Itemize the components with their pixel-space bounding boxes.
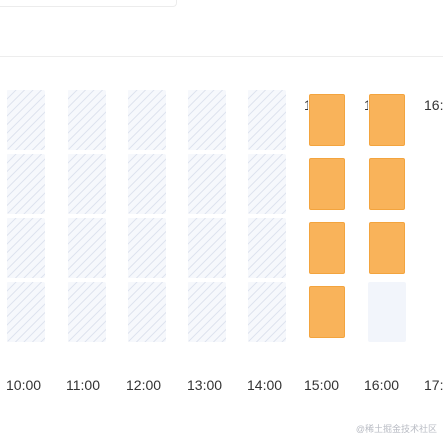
booked-slot[interactable]	[368, 90, 406, 150]
time-bottom-label: 15:00	[304, 377, 340, 393]
unavailable-slot[interactable]	[128, 218, 166, 278]
time-bottom-label: 10:00	[6, 377, 42, 393]
time-scale-bottom: 10:00 11:00 12:00 13:00 14:00 15:00 16:00 17:	[0, 376, 443, 394]
booking-bar[interactable]	[309, 94, 345, 146]
booked-slot[interactable]	[308, 154, 346, 214]
booking-bar[interactable]	[369, 158, 405, 210]
top-panel	[0, 0, 177, 7]
booked-slot[interactable]	[368, 218, 406, 278]
time-bottom-label: 12:00	[126, 377, 162, 393]
time-bottom-label: 17:	[424, 377, 443, 393]
booking-bar[interactable]	[309, 158, 345, 210]
unavailable-slot[interactable]	[7, 218, 45, 278]
unavailable-slot[interactable]	[188, 154, 226, 214]
booking-bar[interactable]	[369, 222, 405, 274]
time-bottom-label: 14:00	[247, 377, 283, 393]
booking-bar[interactable]	[309, 286, 345, 338]
unavailable-slot[interactable]	[248, 90, 286, 150]
unavailable-slot[interactable]	[248, 154, 286, 214]
unavailable-slot[interactable]	[188, 90, 226, 150]
header-divider	[0, 56, 443, 57]
unavailable-slot[interactable]	[128, 90, 166, 150]
booked-slot[interactable]	[308, 218, 346, 278]
unavailable-slot[interactable]	[128, 282, 166, 342]
unavailable-slot[interactable]	[188, 282, 226, 342]
booked-slot[interactable]	[308, 282, 346, 342]
unavailable-slot[interactable]	[248, 218, 286, 278]
unavailable-slot[interactable]	[248, 282, 286, 342]
unavailable-slot[interactable]	[7, 90, 45, 150]
watermark: @稀土掘金技术社区	[355, 424, 437, 434]
time-top-label: 16:	[424, 97, 443, 113]
unavailable-slot[interactable]	[68, 282, 106, 342]
booking-bar[interactable]	[369, 94, 405, 146]
unavailable-slot[interactable]	[68, 154, 106, 214]
unavailable-slot[interactable]	[128, 154, 166, 214]
unavailable-slot[interactable]	[68, 218, 106, 278]
time-bottom-label: 16:00	[364, 377, 400, 393]
booked-slot[interactable]	[308, 90, 346, 150]
booking-bar[interactable]	[309, 222, 345, 274]
free-slot[interactable]	[368, 282, 406, 342]
schedule-grid	[0, 90, 443, 358]
time-bottom-label: 11:00	[66, 377, 100, 393]
booked-slot[interactable]	[368, 154, 406, 214]
unavailable-slot[interactable]	[188, 218, 226, 278]
unavailable-slot[interactable]	[7, 282, 45, 342]
unavailable-slot[interactable]	[7, 154, 45, 214]
time-bottom-label: 13:00	[187, 377, 223, 393]
unavailable-slot[interactable]	[68, 90, 106, 150]
